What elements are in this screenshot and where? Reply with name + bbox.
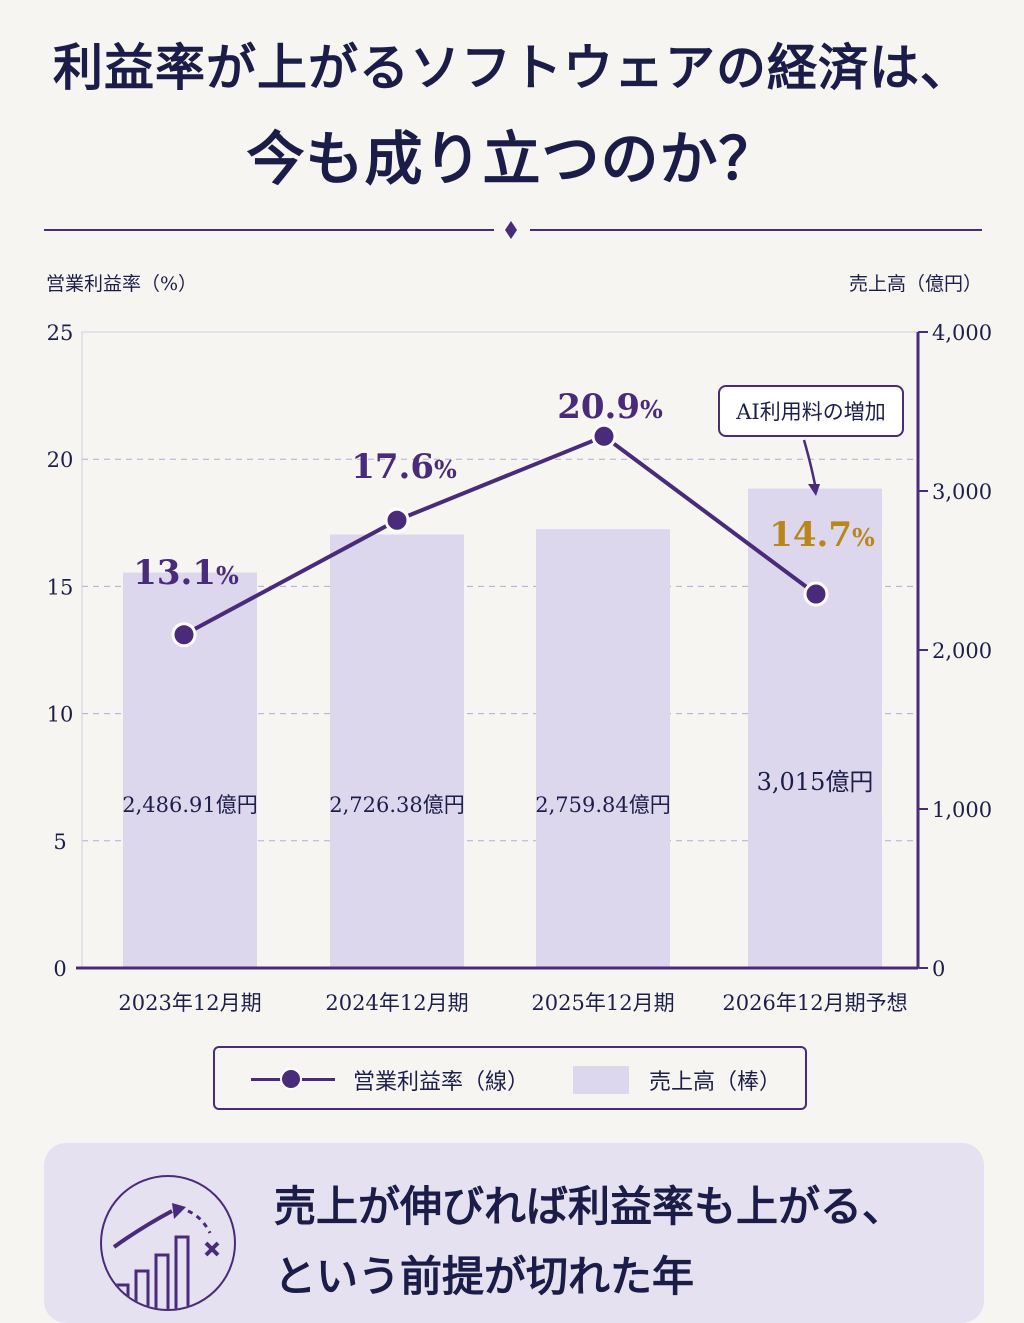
bar-value-label: 3,015億円 [757, 768, 874, 796]
bar-4 [748, 488, 882, 968]
arrow-head-icon [808, 484, 820, 496]
legend-line-label: 営業利益率（線） [353, 1070, 530, 1095]
margin-line [183, 434, 818, 637]
right-tick-label: 1,000 [932, 798, 992, 822]
right-tick-label: 2,000 [932, 639, 992, 663]
left-tick-label: 25 [47, 321, 74, 345]
diamond-ornament-icon [505, 221, 517, 239]
left-tick-label: 10 [47, 703, 74, 727]
left-tick-label: 0 [53, 957, 66, 981]
margin-point-3 [591, 423, 617, 449]
line-value-label: 20.9% [557, 387, 663, 427]
annotation-text: AI利用料の増加 [735, 400, 885, 424]
margin-point-2 [384, 507, 410, 533]
margin-point-4 [803, 581, 829, 607]
bar-2 [330, 534, 464, 968]
margin-point-1 [171, 622, 197, 648]
left-tick-label: 15 [47, 575, 74, 599]
bar-value-label: 2,726.38億円 [329, 793, 465, 817]
left-tick-label: 20 [47, 448, 74, 472]
legend-bar-swatch [573, 1066, 629, 1094]
divider-right [530, 229, 982, 231]
growth-chart-icon [100, 1175, 236, 1311]
annotation-arrow [802, 439, 818, 491]
legend-dot-marker [280, 1068, 302, 1090]
right-tick-label: 0 [932, 957, 945, 981]
category-label: 2024年12月期 [325, 991, 468, 1015]
category-label: 2023年12月期 [118, 991, 261, 1015]
right-axis-title: 売上高（億円） [849, 273, 982, 295]
chart-legend: 営業利益率（線） 売上高（棒） [213, 1046, 807, 1110]
annotation-box [718, 385, 904, 437]
category-label: 2026年12月期予想 [722, 991, 907, 1015]
divider-left [44, 229, 494, 231]
right-tick-label: 3,000 [932, 480, 992, 504]
panel-headline-line-1: 売上が伸びれば利益率も上がる、 [274, 1182, 905, 1231]
summary-panel: 売上が伸びれば利益率も上がる、 という前提が切れた年 [44, 1143, 984, 1323]
left-axis-title: 営業利益率（%） [46, 273, 197, 295]
line-value-label: 13.1% [133, 553, 239, 593]
panel-headline-line-2: という前提が切れた年 [274, 1252, 695, 1301]
bar-value-label: 2,759.84億円 [535, 793, 671, 817]
bar-3 [536, 529, 670, 968]
left-tick-label: 5 [53, 830, 66, 854]
legend-bar-label: 売上高（棒） [649, 1070, 782, 1095]
combo-chart: 営業利益率（%） 売上高（億円） 0 5 10 15 20 25 0 1,000 2,000 3,00… [46, 273, 992, 1015]
right-tick-label: 4,000 [932, 321, 992, 345]
line-value-label: 14.7% [769, 515, 875, 555]
title-line-2: 今も成り立つのか？ [246, 125, 778, 193]
bar-value-label: 2,486.91億円 [122, 793, 258, 817]
category-label: 2025年12月期 [531, 991, 674, 1015]
line-value-label: 17.6% [351, 447, 457, 487]
title-line-1: 利益率が上がるソフトウェアの経済は、 [53, 38, 971, 97]
